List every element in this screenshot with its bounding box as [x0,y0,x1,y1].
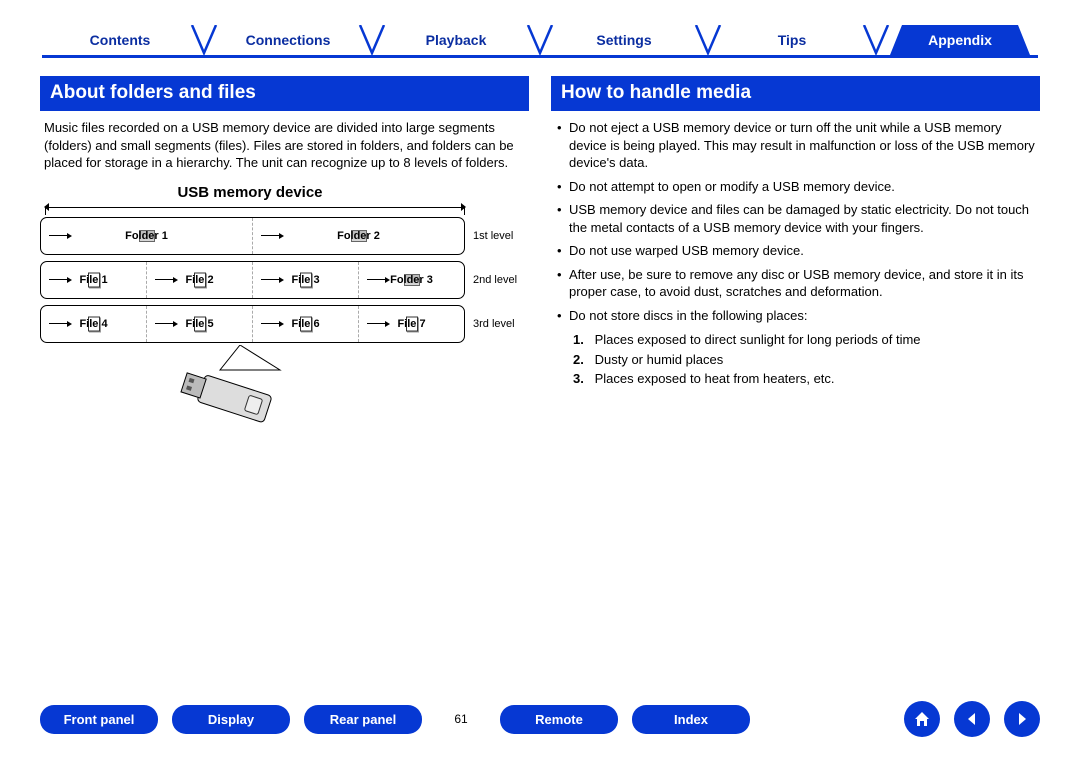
front-panel-button[interactable]: Front panel [40,705,158,734]
folder-cell: Folder 2 [253,218,464,254]
top-tab-nav: Contents Connections Playback Settings T… [0,0,1080,55]
tab-settings[interactable]: Settings [554,25,694,55]
level-label: 1st level [473,230,523,242]
home-icon[interactable] [904,701,940,737]
remote-button[interactable]: Remote [500,705,618,734]
folder-cell: Folder 3 [359,262,464,298]
tab-separator [526,25,554,55]
left-paragraph: Music files recorded on a USB memory dev… [40,119,529,172]
tab-separator [190,25,218,55]
next-icon[interactable] [1004,701,1040,737]
bullet-item: Do not attempt to open or modify a USB m… [555,178,1036,196]
file-cell: File 4 [41,306,147,342]
rear-panel-button[interactable]: Rear panel [304,705,422,734]
index-button[interactable]: Index [632,705,750,734]
tab-tips[interactable]: Tips [722,25,862,55]
level-row: File 1File 2File 3Folder 32nd level [40,261,465,299]
level-label: 2nd level [473,274,523,286]
ordered-item: 1. Places exposed to direct sunlight for… [573,330,1040,350]
bullet-item: USB memory device and files can be damag… [555,201,1036,236]
tab-separator [358,25,386,55]
bullet-item: Do not use warped USB memory device. [555,242,1036,260]
usb-drive-icon [180,345,520,430]
tab-separator [862,25,890,55]
bullet-item: After use, be sure to remove any disc or… [555,266,1036,301]
folder-cell: Folder 1 [41,218,253,254]
bullet-list: Do not eject a USB memory device or turn… [551,119,1040,324]
tab-separator [694,25,722,55]
usb-hierarchy-diagram: USB memory device Folder 1Folder 21st le… [40,184,520,430]
file-cell: File 5 [147,306,253,342]
file-cell: File 2 [147,262,253,298]
level-label: 3rd level [473,318,523,330]
diagram-bracket [40,207,465,217]
tab-contents[interactable]: Contents [50,25,190,55]
level-row: File 4File 5File 6File 73rd level [40,305,465,343]
left-column: About folders and files Music files reco… [40,76,529,430]
level-row: Folder 1Folder 21st level [40,217,465,255]
file-cell: File 6 [253,306,359,342]
tab-connections[interactable]: Connections [218,25,358,55]
ordered-item: 3. Places exposed to heat from heaters, … [573,369,1040,389]
tab-playback[interactable]: Playback [386,25,526,55]
file-cell: File 3 [253,262,359,298]
file-cell: File 7 [359,306,464,342]
bullet-item: Do not eject a USB memory device or turn… [555,119,1036,172]
diagram-title: USB memory device [40,184,460,201]
display-button[interactable]: Display [172,705,290,734]
ordered-item: 2. Dusty or humid places [573,350,1040,370]
section-header-left: About folders and files [40,76,529,111]
numbered-list: 1. Places exposed to direct sunlight for… [573,330,1040,389]
bottom-nav: Front panel Display Rear panel 61 Remote… [0,701,1080,737]
file-cell: File 1 [41,262,147,298]
prev-icon[interactable] [954,701,990,737]
bullet-item: Do not store discs in the following plac… [555,307,1036,325]
tab-appendix[interactable]: Appendix [890,25,1030,55]
section-header-right: How to handle media [551,76,1040,111]
page-number: 61 [436,712,486,726]
right-column: How to handle media Do not eject a USB m… [551,76,1040,430]
